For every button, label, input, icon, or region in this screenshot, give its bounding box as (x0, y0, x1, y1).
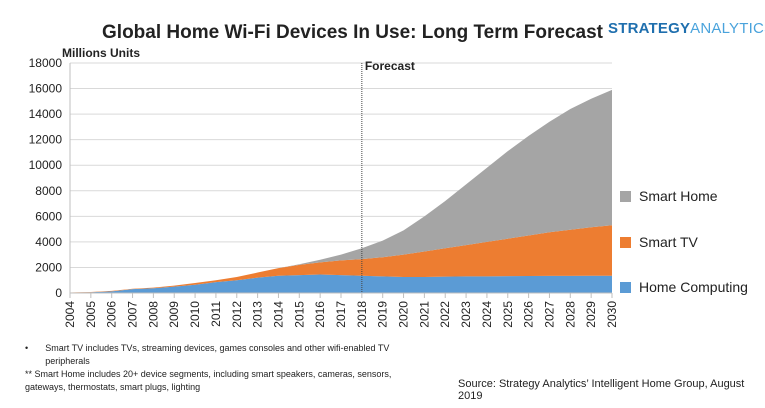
x-tick-label: 2006 (105, 301, 119, 328)
x-tick-label: 2026 (522, 301, 536, 328)
x-tick-label: 2023 (459, 301, 473, 328)
x-tick-label: 2004 (63, 301, 77, 328)
footnote-smart-home: ** Smart Home includes 20+ device segmen… (25, 369, 392, 392)
x-tick-label: 2029 (584, 301, 598, 328)
chart-title: Global Home Wi-Fi Devices In Use: Long T… (102, 22, 603, 43)
area-home-computing (70, 274, 612, 293)
x-tick-label: 2005 (84, 301, 98, 328)
x-tick-label: 2028 (563, 301, 577, 328)
source-note: Source: Strategy Analytics’ Intelligent … (458, 378, 745, 402)
y-tick-label: 16000 (29, 82, 63, 96)
area-smart-tv (70, 225, 612, 293)
y-tick-label: 2000 (35, 260, 62, 274)
x-tick-label: 2030 (605, 301, 619, 328)
x-tick-label: 2020 (397, 301, 411, 328)
x-tick-label: 2012 (230, 301, 244, 328)
x-tick-label: 2019 (376, 301, 390, 328)
forecast-label: Forecast (365, 59, 415, 73)
x-tick-label: 2009 (167, 301, 181, 328)
x-tick-label: 2021 (417, 301, 431, 328)
x-tick-label: 2027 (542, 301, 556, 328)
y-axis-label: Millions Units (62, 46, 140, 60)
x-tick-label: 2008 (146, 301, 160, 328)
y-tick-label: 6000 (35, 209, 62, 223)
strategy-analytics-logo: STRATEGYANALYTICS (608, 20, 765, 37)
x-tick-label: 2022 (438, 301, 452, 328)
legend-swatch (620, 190, 631, 202)
x-tick-label: 2010 (188, 301, 202, 328)
y-tick-label: 10000 (29, 158, 63, 172)
x-tick-label: 2013 (251, 301, 265, 328)
area-smart-home (70, 89, 612, 293)
x-tick-label: 2024 (480, 301, 494, 328)
legend-item-smart-tv: Smart TV (620, 234, 698, 250)
x-tick-label: 2017 (334, 301, 348, 328)
y-tick-label: 0 (55, 286, 62, 300)
x-tick-label: 2025 (501, 301, 515, 328)
footnotes: • Smart TV includes TVs, streaming device… (25, 342, 405, 394)
y-tick-label: 4000 (35, 235, 62, 249)
y-tick-label: 12000 (29, 133, 63, 147)
legend-swatch (620, 236, 631, 248)
x-tick-label: 2015 (292, 301, 306, 328)
footnote-smart-tv: Smart TV includes TVs, streaming devices… (45, 343, 390, 366)
x-tick-label: 2018 (355, 301, 369, 328)
legend-item-smart-home: Smart Home (620, 188, 718, 204)
y-tick-label: 14000 (29, 107, 63, 121)
y-tick-label: 18000 (29, 56, 63, 70)
x-tick-label: 2016 (313, 301, 327, 328)
x-tick-label: 2007 (126, 301, 140, 328)
x-tick-label: 2011 (209, 301, 223, 327)
legend-swatch (620, 281, 631, 293)
x-tick-label: 2014 (271, 301, 285, 328)
legend-item-home-computing: Home Computing (620, 279, 748, 295)
y-tick-label: 8000 (35, 184, 62, 198)
